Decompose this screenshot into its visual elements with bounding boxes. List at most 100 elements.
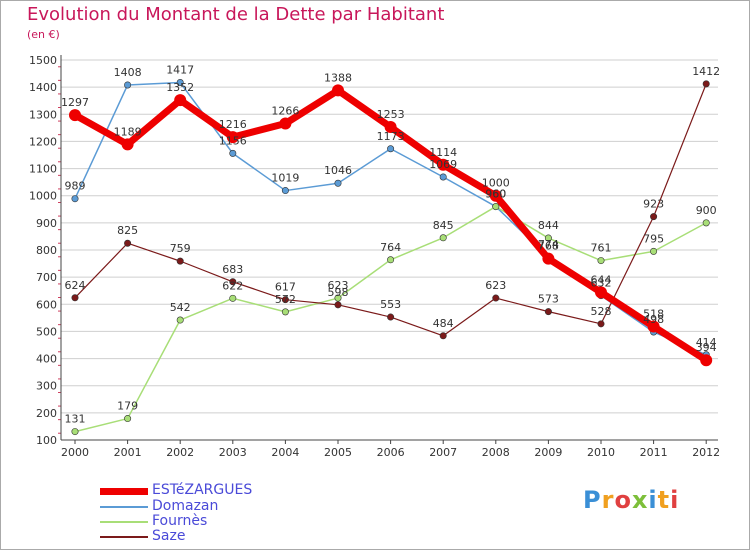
data-label: 923 — [643, 198, 664, 211]
data-label: 1408 — [114, 66, 142, 79]
logo-letter: x — [631, 486, 649, 514]
data-label: 761 — [591, 242, 612, 255]
data-label: 989 — [65, 180, 86, 193]
y-tick-label: 600 — [36, 298, 57, 311]
data-point — [71, 195, 79, 203]
data-label: 644 — [591, 273, 612, 286]
data-point — [597, 257, 605, 265]
data-label: 683 — [222, 263, 243, 276]
data-point — [595, 286, 607, 299]
data-label: 484 — [433, 317, 454, 330]
data-label: 528 — [591, 305, 612, 318]
data-label: 622 — [222, 279, 243, 292]
data-label: 623 — [328, 279, 349, 292]
data-point — [176, 316, 184, 324]
data-point — [650, 213, 658, 221]
data-point — [544, 308, 552, 316]
legend-label: Domazan — [152, 498, 219, 514]
data-point — [174, 94, 187, 107]
data-label: 960 — [485, 188, 506, 201]
data-point — [384, 121, 397, 134]
data-point — [281, 308, 289, 316]
x-tick-label: 2011 — [640, 446, 668, 459]
data-point — [650, 247, 658, 255]
x-tick-label: 2010 — [587, 446, 615, 459]
data-label: 764 — [380, 241, 401, 254]
logo-letter: r — [601, 486, 615, 514]
data-point — [597, 320, 605, 328]
data-label: 1046 — [324, 164, 352, 177]
data-label: 179 — [117, 400, 138, 413]
y-tick-label: 200 — [36, 407, 57, 420]
x-tick-label: 2006 — [377, 446, 405, 459]
data-label: 553 — [380, 298, 401, 311]
data-label: 1216 — [219, 118, 247, 131]
data-label: 414 — [696, 336, 717, 349]
y-tick-label: 800 — [36, 244, 57, 257]
data-point — [439, 234, 447, 242]
data-label: 542 — [170, 301, 191, 314]
x-tick-label: 2005 — [324, 446, 352, 459]
data-point — [387, 313, 395, 321]
data-point — [281, 296, 289, 304]
data-point — [226, 131, 239, 144]
data-point — [700, 354, 713, 367]
data-label: 1019 — [271, 172, 299, 185]
data-point — [176, 257, 184, 265]
data-label: 598 — [328, 286, 349, 299]
proxiti-logo: Proxiti — [583, 486, 679, 514]
logo-letter: i — [648, 486, 658, 514]
data-label: 1297 — [61, 96, 89, 109]
data-label: 774 — [538, 238, 559, 251]
x-tick-label: 2008 — [482, 446, 510, 459]
data-point — [702, 219, 710, 227]
data-point — [492, 203, 500, 211]
chart-title: Evolution du Montant de la Dette par Hab… — [27, 4, 445, 25]
data-point — [229, 294, 237, 302]
data-label: 624 — [65, 279, 86, 292]
legend-item: ESTéZARGUES — [100, 482, 360, 499]
data-point — [439, 332, 447, 340]
logo-letter: t — [657, 486, 671, 514]
data-point — [124, 81, 132, 89]
y-tick-label: 1100 — [29, 163, 57, 176]
data-label: 131 — [65, 413, 86, 426]
data-point — [334, 179, 342, 187]
x-tick-label: 2009 — [534, 446, 562, 459]
y-tick-label: 900 — [36, 217, 57, 230]
data-point — [542, 252, 555, 265]
data-label: 1352 — [166, 81, 194, 94]
data-label: 1412 — [692, 65, 720, 78]
data-label: 617 — [275, 281, 296, 294]
data-label: 572 — [275, 293, 296, 306]
data-label: 768 — [538, 240, 559, 253]
y-tick-label: 500 — [36, 325, 57, 338]
data-point — [176, 79, 184, 87]
data-point — [387, 145, 395, 153]
y-tick-label: 1000 — [29, 190, 57, 203]
data-point — [281, 187, 289, 195]
y-tick-label: 700 — [36, 271, 57, 284]
data-label: 1253 — [377, 108, 405, 121]
data-point — [69, 109, 81, 122]
data-point — [332, 84, 344, 97]
data-point — [334, 301, 342, 309]
legend-label: Saze — [152, 528, 186, 544]
data-point — [229, 278, 237, 286]
data-label: 845 — [433, 219, 454, 232]
data-label: 632 — [591, 277, 612, 290]
data-label: 1156 — [219, 134, 247, 147]
data-point — [647, 320, 660, 333]
logo-letter: i — [670, 486, 680, 514]
data-point — [124, 239, 132, 247]
data-label: 825 — [117, 224, 138, 237]
data-label: 1173 — [377, 130, 405, 143]
legend-label: ESTéZARGUES — [152, 482, 253, 498]
y-tick-label: 300 — [36, 380, 57, 393]
legend-swatch — [100, 521, 148, 523]
data-point — [121, 138, 134, 151]
data-label: 1114 — [429, 146, 457, 159]
y-tick-label: 1500 — [29, 54, 57, 67]
data-label: 960 — [485, 188, 506, 201]
x-tick-label: 2002 — [166, 446, 194, 459]
